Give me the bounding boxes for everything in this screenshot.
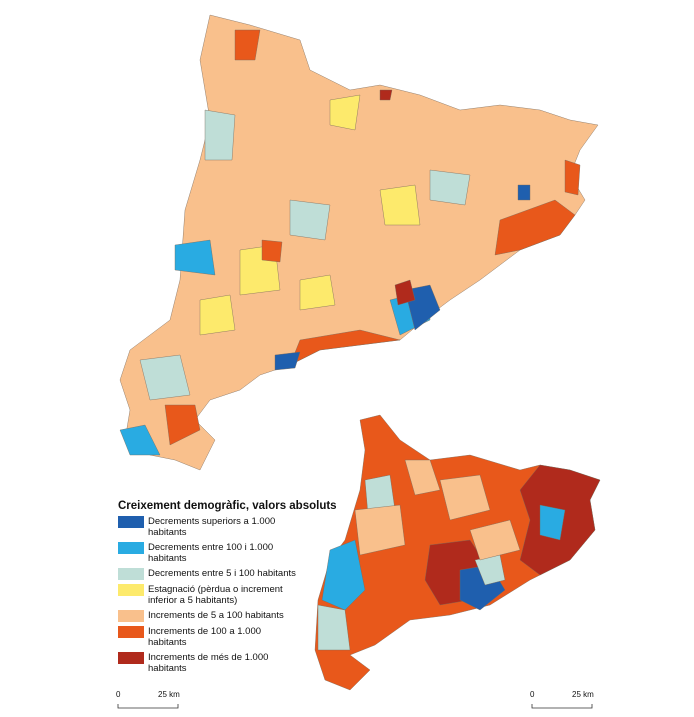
scale-start: 0 bbox=[116, 690, 121, 699]
region bbox=[204, 109, 236, 161]
region bbox=[404, 459, 441, 496]
region bbox=[379, 184, 421, 226]
region bbox=[354, 504, 406, 556]
region bbox=[317, 604, 351, 651]
legend-label: Estagnació (pèrdua o increment inferior … bbox=[148, 584, 283, 606]
region bbox=[379, 89, 393, 101]
scale-end: 25 km bbox=[572, 690, 594, 699]
legend-item: Increments de 100 a 1.000 habitants bbox=[118, 626, 348, 648]
legend-item: Decrements entre 100 i 1.000 habitants bbox=[118, 542, 348, 564]
legend-item: Increments de 5 a 100 habitants bbox=[118, 610, 348, 622]
legend-swatch bbox=[118, 568, 144, 580]
legend-item: Decrements superiors a 1.000 habitants bbox=[118, 516, 348, 538]
legend-swatch bbox=[118, 584, 144, 596]
region bbox=[469, 519, 521, 561]
scale-end: 25 km bbox=[158, 690, 180, 699]
legend-label: Increments de 100 a 1.000 habitants bbox=[148, 626, 262, 648]
legend-label: Decrements entre 5 i 100 habitants bbox=[148, 568, 296, 579]
legend-item: Estagnació (pèrdua o increment inferior … bbox=[118, 584, 348, 606]
region bbox=[539, 504, 566, 541]
municipal-map bbox=[119, 14, 599, 471]
scale-bars bbox=[117, 704, 593, 709]
region bbox=[517, 184, 531, 201]
legend-label: Decrements superiors a 1.000 habitants bbox=[148, 516, 276, 538]
region bbox=[564, 159, 581, 196]
comarca-map bbox=[314, 414, 601, 691]
region bbox=[274, 351, 301, 371]
legend-label: Decrements entre 100 i 1.000 habitants bbox=[148, 542, 274, 564]
legend-items: Decrements superiors a 1.000 habitants De… bbox=[118, 516, 348, 674]
scale-bar bbox=[117, 704, 179, 709]
region bbox=[119, 424, 161, 456]
region bbox=[199, 294, 236, 336]
legend: Creixement demogràfic, valors absoluts D… bbox=[118, 500, 348, 678]
region bbox=[321, 539, 366, 611]
legend-swatch bbox=[118, 626, 144, 638]
region bbox=[439, 474, 491, 521]
region bbox=[234, 29, 261, 61]
scale-start: 0 bbox=[530, 690, 535, 699]
region bbox=[164, 404, 201, 446]
legend-label: Increments de 5 a 100 habitants bbox=[148, 610, 284, 621]
region bbox=[299, 274, 336, 311]
region bbox=[289, 199, 331, 241]
region bbox=[394, 279, 416, 306]
legend-item: Increments de més de 1.000 habitants bbox=[118, 652, 348, 674]
region bbox=[139, 354, 191, 401]
legend-item: Decrements entre 5 i 100 habitants bbox=[118, 568, 348, 580]
region bbox=[174, 239, 216, 276]
legend-swatch bbox=[118, 516, 144, 528]
scale-bar bbox=[531, 704, 593, 709]
region bbox=[329, 94, 361, 131]
legend-swatch bbox=[118, 652, 144, 664]
region bbox=[261, 239, 283, 263]
region bbox=[494, 199, 576, 256]
legend-swatch bbox=[118, 610, 144, 622]
legend-title: Creixement demogràfic, valors absoluts bbox=[118, 500, 337, 512]
legend-label: Increments de més de 1.000 habitants bbox=[148, 652, 269, 674]
legend-swatch bbox=[118, 542, 144, 554]
region bbox=[429, 169, 471, 206]
